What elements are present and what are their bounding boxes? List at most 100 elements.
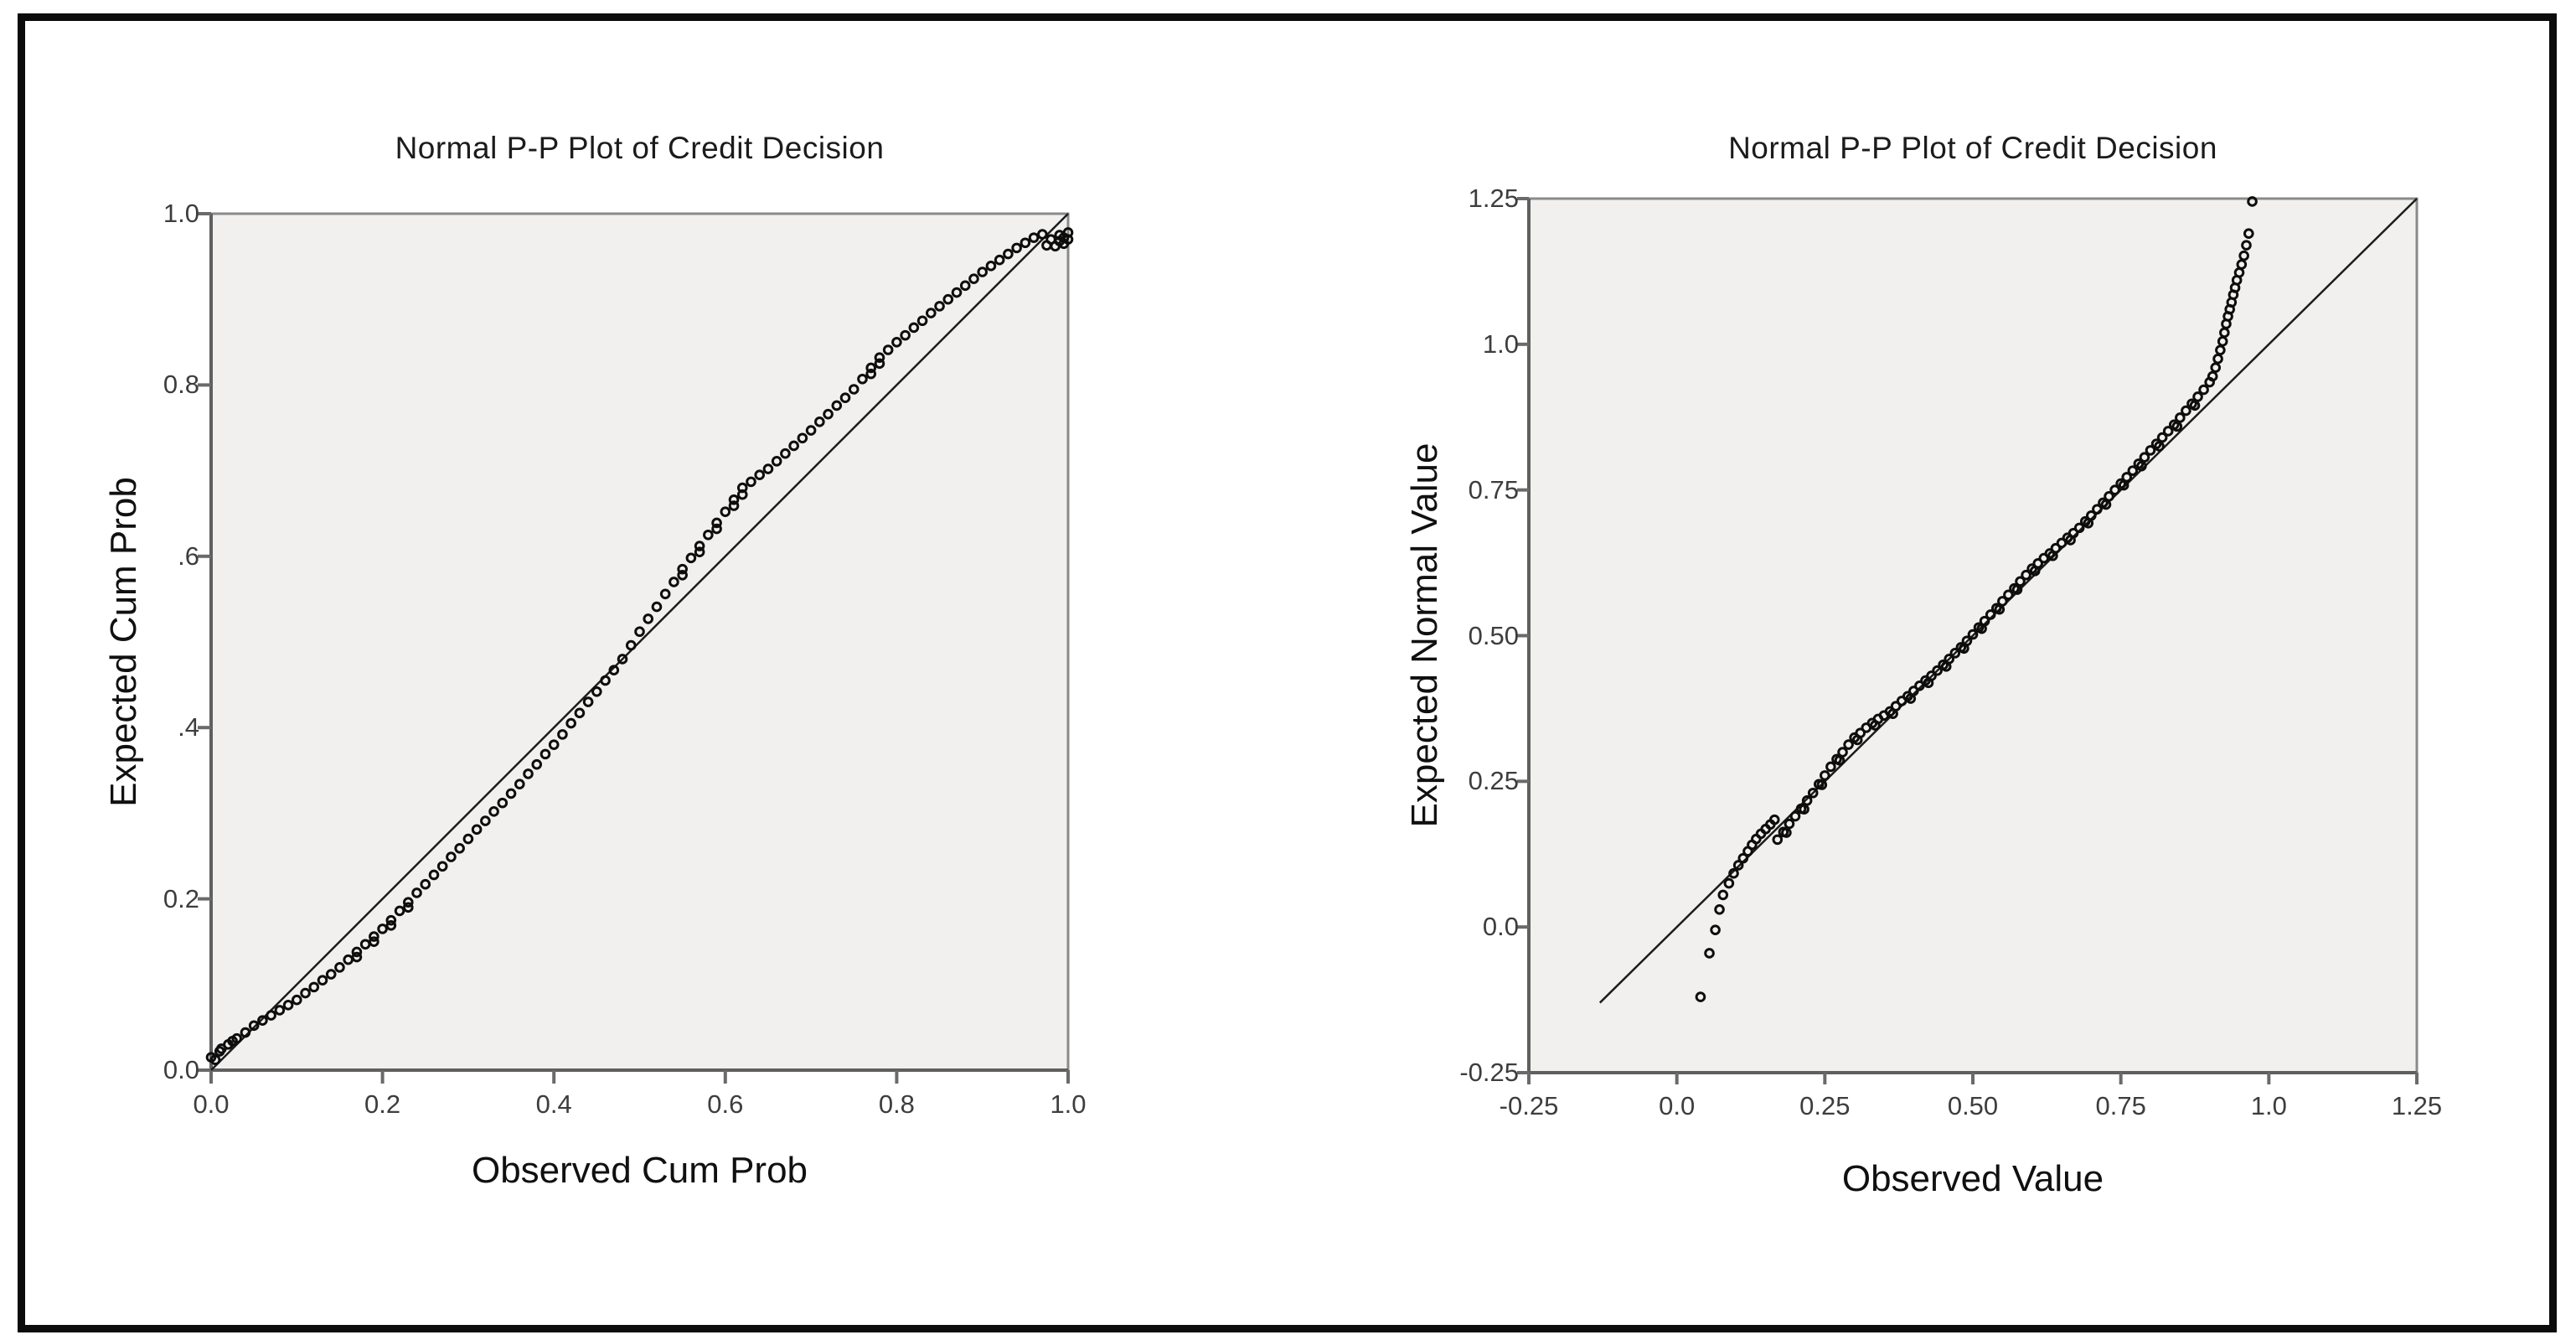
data-point (1710, 924, 1721, 935)
data-point (814, 416, 825, 427)
data-point (703, 529, 714, 541)
data-point (1949, 648, 1961, 659)
data-point (215, 1043, 227, 1054)
y-tick-label: 1.0 (1482, 329, 1519, 359)
y-tick-label: 0.0 (1482, 912, 1519, 942)
data-point (420, 878, 431, 890)
data-point (643, 613, 654, 624)
data-point (625, 639, 637, 651)
x-tick-label: -0.25 (1499, 1091, 1559, 1120)
data-point (2154, 441, 2165, 452)
data-point (394, 905, 405, 917)
data-point (736, 489, 748, 500)
data-point (2073, 522, 2085, 534)
x-tick-label: 0.6 (707, 1089, 744, 1119)
data-point (617, 654, 628, 665)
data-point (462, 833, 474, 845)
data-point (488, 806, 499, 817)
data-point (282, 1000, 294, 1011)
data-point (2029, 566, 2041, 577)
data-point (1704, 948, 1715, 959)
data-point (1028, 232, 1040, 243)
data-point (754, 469, 766, 481)
data-point (874, 358, 885, 370)
data-point (1905, 693, 1917, 704)
right-chart-x-axis-label: Observed Value (1841, 1158, 2104, 1199)
data-point (788, 440, 799, 452)
y-tick-label: 1.0 (163, 199, 199, 228)
x-tick-label: 0.2 (364, 1089, 401, 1119)
data-point (1062, 227, 1074, 238)
data-point (1784, 818, 1795, 830)
data-point (2198, 384, 2209, 396)
data-point (677, 569, 688, 581)
data-point (711, 517, 722, 529)
data-point (1807, 787, 1819, 799)
x-tick-label: 1.0 (1050, 1089, 1087, 1119)
data-point (771, 456, 782, 467)
data-point (823, 408, 834, 420)
data-point (2056, 537, 2068, 549)
data-point (2171, 421, 2183, 432)
data-point (411, 887, 422, 898)
data-point (436, 861, 448, 872)
data-point (908, 322, 920, 334)
data-point (720, 506, 731, 517)
data-point (2192, 391, 2203, 402)
data-point (900, 329, 911, 341)
data-point (1994, 603, 2006, 615)
data-point (2162, 426, 2174, 437)
data-point (994, 254, 1005, 266)
y-tick-label: -0.25 (1459, 1058, 1519, 1087)
left-chart-x-axis-label: Observed Cum Prob (471, 1150, 808, 1191)
x-tick-label: 0.8 (878, 1089, 915, 1119)
data-point (377, 924, 388, 934)
data-point (2065, 535, 2076, 546)
data-point (240, 1027, 251, 1038)
data-point (2127, 465, 2139, 477)
data-point (728, 500, 740, 511)
data-point (1717, 889, 1729, 901)
data-point (916, 315, 928, 327)
data-point (505, 788, 517, 799)
data-point (266, 1010, 276, 1021)
data-point (951, 287, 963, 298)
x-tick-label: 0.75 (2095, 1091, 2146, 1120)
data-point (1914, 680, 1925, 691)
y-tick-label: .4 (178, 712, 199, 742)
data-point (2083, 518, 2094, 529)
data-point (1834, 755, 1846, 766)
data-point (292, 994, 302, 1006)
data-point (780, 448, 791, 459)
data-point (1772, 834, 1784, 846)
data-point (480, 815, 491, 826)
data-point (2175, 412, 2186, 423)
data-point (865, 368, 877, 380)
data-point (582, 696, 594, 707)
data-point (1037, 229, 1048, 240)
data-point (959, 280, 971, 292)
data-point (2003, 589, 2014, 601)
data-point (634, 626, 645, 638)
data-point (600, 675, 611, 686)
left-chart-y-axis-label: Expected Cum Prob (103, 477, 144, 807)
y-tick-label: 1.25 (1468, 184, 1519, 213)
data-point (874, 352, 885, 363)
data-point (1932, 665, 1943, 676)
data-point (882, 344, 894, 355)
data-point (711, 523, 722, 535)
data-point (402, 902, 414, 913)
data-point (446, 851, 457, 862)
x-tick-label: 0.0 (193, 1089, 230, 1119)
data-point (685, 552, 697, 564)
data-point (369, 931, 379, 942)
data-point (669, 577, 679, 587)
data-point (608, 665, 620, 676)
data-point (2109, 484, 2120, 495)
data-point (591, 686, 602, 697)
data-point (2247, 196, 2258, 207)
x-tick-label: 1.25 (2391, 1091, 2443, 1120)
data-point (659, 588, 671, 600)
data-point (2207, 370, 2218, 382)
